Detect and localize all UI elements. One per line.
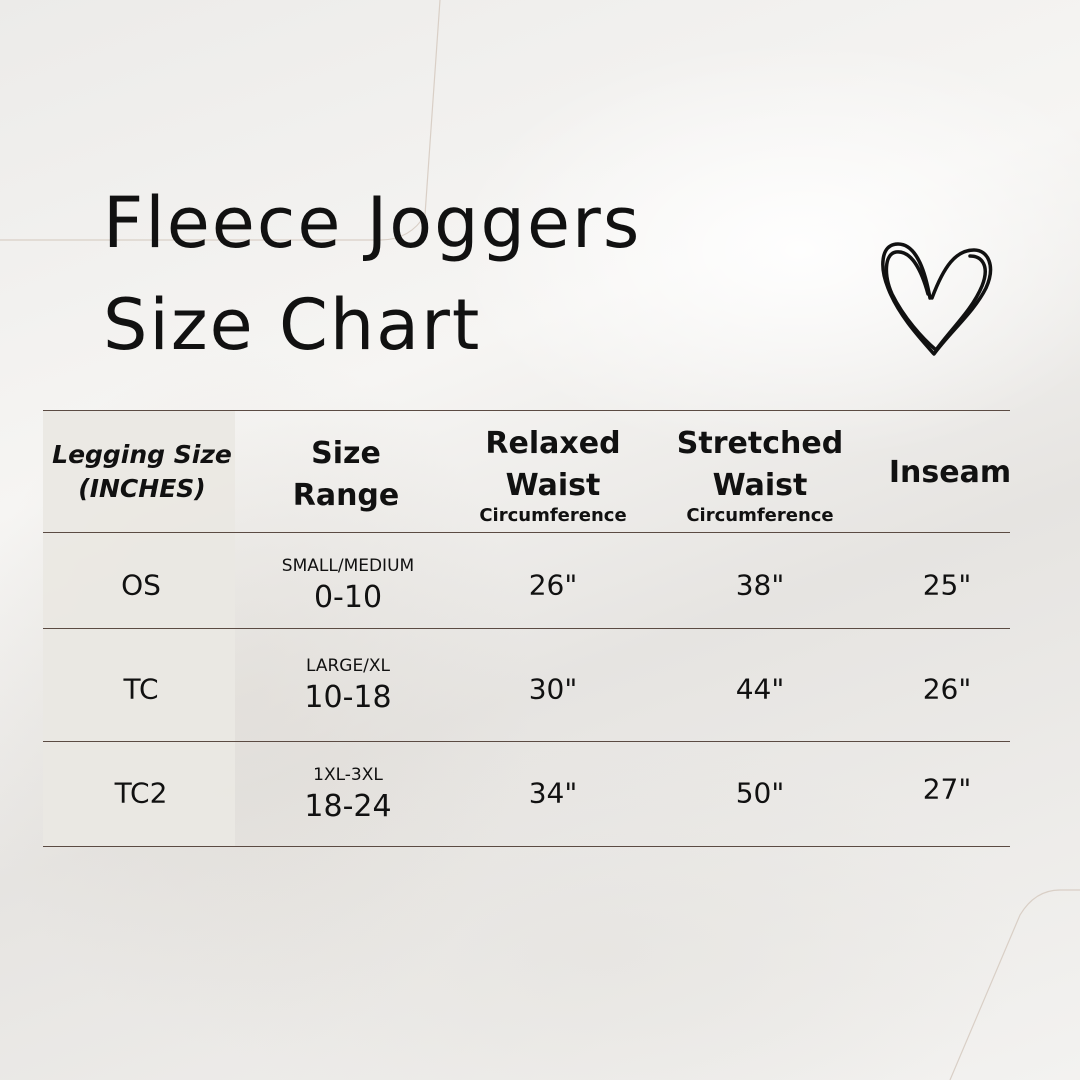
header-line: Waist [505,468,601,503]
cell-inseam: 27" [922,772,972,806]
header-divider [43,532,1010,533]
heart-icon [881,242,993,356]
range-value: 10-18 [304,680,392,715]
cell-size-range: LARGE/XL 10-18 [304,654,391,718]
header-line: Size [311,436,381,471]
row-divider [43,628,1010,629]
header-sub: Circumference [686,505,834,526]
cell-size-range: SMALL/MEDIUM 0-10 [282,554,414,618]
cell-relaxed: 30" [528,672,578,706]
table-top-border [43,410,1010,411]
range-value: 18-24 [304,789,392,824]
range-label: 1XL-3XL [313,765,383,785]
title-line-1: Fleece Joggers [103,182,642,264]
table-bottom-border [43,846,1010,847]
range-label: LARGE/XL [305,656,391,676]
page-title: Fleece Joggers Size Chart [103,172,641,376]
header-inseam: Inseam [889,452,1011,494]
title-line-2: Size Chart [103,284,482,366]
header-line: Range [292,478,400,513]
cell-size: TC [123,672,159,706]
cell-stretched: 44" [735,672,785,706]
cell-size: OS [121,568,161,602]
range-value: 0-10 [313,580,383,615]
cell-inseam: 26" [922,672,972,706]
header-line: Waist [712,468,808,503]
header-legging-size: Legging Size (INCHES) [52,438,232,506]
cell-size-range: 1XL-3XL 18-24 [304,763,391,827]
header-sub: Circumference [479,505,627,526]
header-line: Legging Size [52,440,232,469]
header-stretched-waist: Stretched Waist Circumference [677,423,843,525]
header-line: Inseam [888,455,1012,490]
cell-stretched: 38" [735,568,785,602]
header-relaxed-waist: Relaxed Waist Circumference [479,423,626,525]
cell-inseam: 25" [922,568,972,602]
header-size-range: Size Range [293,433,400,517]
header-line: (INCHES) [78,474,206,503]
range-label: SMALL/MEDIUM [281,556,415,576]
cell-relaxed: 26" [528,568,578,602]
header-line: Relaxed [485,426,621,461]
row-divider [43,741,1010,742]
cell-size: TC2 [114,776,168,810]
header-line: Stretched [676,426,844,461]
cell-relaxed: 34" [528,776,578,810]
cell-stretched: 50" [735,776,785,810]
